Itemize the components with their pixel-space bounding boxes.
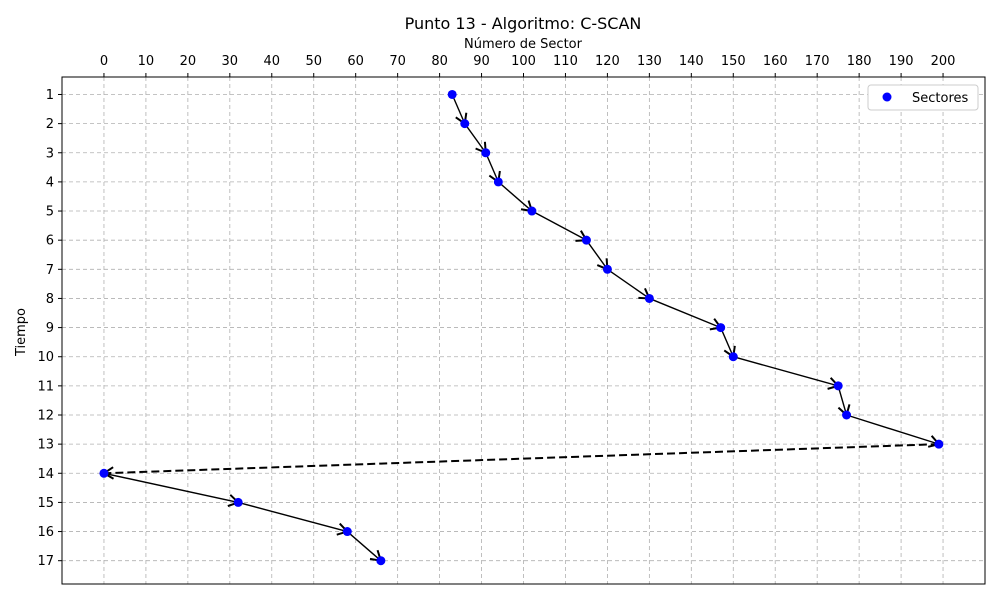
arrow-line xyxy=(531,210,587,241)
x-tick-label: 200 xyxy=(931,54,956,69)
data-point xyxy=(833,381,843,391)
data-point xyxy=(99,468,109,478)
legend-label: Sectores xyxy=(912,91,969,106)
arrow-line xyxy=(497,181,533,212)
data-point xyxy=(447,89,457,99)
data-point xyxy=(527,206,537,216)
x-tick-label: 170 xyxy=(805,54,830,69)
arrow-line xyxy=(238,501,348,533)
x-tick-label: 20 xyxy=(180,54,197,69)
y-tick-label: 6 xyxy=(46,234,54,249)
y-tick-label: 7 xyxy=(46,263,54,278)
x-tick-label: 70 xyxy=(389,54,406,69)
y-tick-label: 17 xyxy=(37,554,54,569)
legend: Sectores xyxy=(867,84,979,111)
y-tick-label: 1 xyxy=(46,88,54,103)
x-tick-label: 90 xyxy=(473,54,490,69)
points xyxy=(99,89,944,566)
legend-marker xyxy=(882,92,892,102)
y-tick-label: 11 xyxy=(37,379,54,394)
arrow-line xyxy=(585,239,608,270)
y-tick-label: 3 xyxy=(46,146,54,161)
x-tick-label: 30 xyxy=(222,54,239,69)
y-tick-label: 13 xyxy=(37,438,54,453)
data-point xyxy=(460,119,470,129)
x-tick-label: 140 xyxy=(679,54,704,69)
x-tick-label: 40 xyxy=(263,54,280,69)
x-tick-label: 100 xyxy=(511,54,536,69)
y-tick-label: 8 xyxy=(46,292,54,307)
data-point xyxy=(233,497,243,507)
arrow-line xyxy=(451,94,466,124)
arrow-line xyxy=(733,356,839,387)
x-tick-label: 110 xyxy=(553,54,578,69)
legend-box xyxy=(867,84,979,111)
y-axis-label: Tiempo xyxy=(14,308,29,357)
data-point xyxy=(934,439,944,449)
arrow-line xyxy=(346,531,382,562)
arrow-line xyxy=(837,385,848,416)
x-tick-label: 150 xyxy=(721,54,746,69)
y-tick-label: 5 xyxy=(46,205,54,220)
arrow-line xyxy=(103,443,939,475)
arrow-line xyxy=(464,123,487,154)
x-tick-label: 190 xyxy=(889,54,914,69)
y-tick-label: 9 xyxy=(46,321,54,336)
x-tick-label: 50 xyxy=(305,54,322,69)
y-tick-label: 14 xyxy=(37,467,54,482)
x-tick-label: 160 xyxy=(763,54,788,69)
y-tick-label: 2 xyxy=(46,117,54,132)
data-point xyxy=(493,177,503,187)
arrow-line xyxy=(607,268,650,300)
arrow-line xyxy=(485,152,499,183)
x-tick-label: 0 xyxy=(100,54,108,69)
data-point xyxy=(376,556,386,566)
x-tick-label: 80 xyxy=(431,54,448,69)
arrow-line xyxy=(103,472,239,504)
x-tick-label: 60 xyxy=(347,54,364,69)
y-tick-label: 10 xyxy=(37,350,54,365)
data-point xyxy=(728,352,738,362)
arrow-line xyxy=(649,297,721,329)
y-tick-label: 15 xyxy=(37,496,54,511)
arrow-line xyxy=(720,327,734,358)
x-tick-label: 10 xyxy=(138,54,155,69)
y-tick-label: 4 xyxy=(46,175,54,190)
x-axis-label: Número de Sector xyxy=(464,37,583,52)
data-point xyxy=(342,527,352,537)
data-point xyxy=(716,323,726,333)
y-tick-label: 16 xyxy=(37,525,54,540)
x-tick-label: 180 xyxy=(847,54,872,69)
data-point xyxy=(602,264,612,274)
data-point xyxy=(842,410,852,420)
data-point xyxy=(481,148,491,158)
plot-frame xyxy=(61,76,986,585)
arrow-line xyxy=(846,414,940,445)
x-tick-label: 130 xyxy=(637,54,662,69)
y-tick-label: 12 xyxy=(37,409,54,424)
grid xyxy=(62,77,985,584)
x-tick-label: 120 xyxy=(595,54,620,69)
ticks: 0 10 20 30 40 50 60 70 80 90 100 110 120 130 140 150 160… xyxy=(37,54,955,569)
chart-title: Punto 13 - Algoritmo: C-SCAN xyxy=(405,14,642,33)
data-point xyxy=(581,235,591,245)
data-point xyxy=(644,293,654,303)
